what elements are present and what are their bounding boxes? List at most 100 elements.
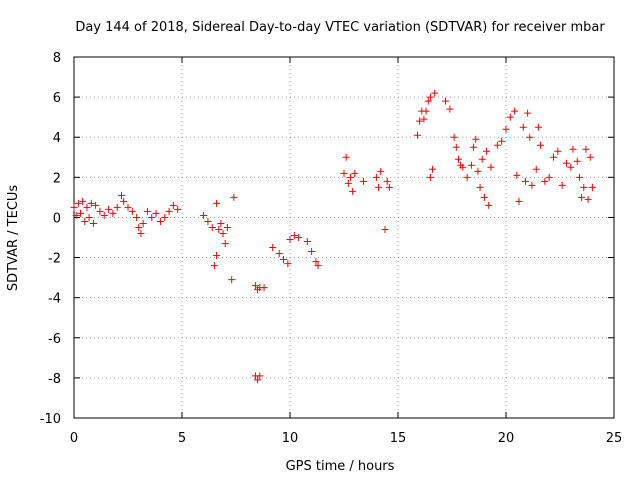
data-point	[89, 219, 97, 227]
data-point	[541, 177, 549, 185]
x-tick-label: 15	[390, 431, 407, 446]
data-point	[74, 199, 82, 207]
data-point	[213, 252, 221, 260]
data-point	[165, 207, 173, 215]
data-points	[70, 89, 596, 384]
data-point	[260, 284, 268, 292]
data-point	[452, 143, 460, 151]
data-point	[135, 223, 143, 231]
data-point	[351, 169, 359, 177]
data-point	[573, 157, 581, 165]
data-point	[545, 173, 553, 181]
data-point	[476, 183, 484, 191]
data-point	[213, 199, 221, 207]
data-point	[416, 117, 424, 125]
data-point	[550, 153, 558, 161]
data-point	[426, 173, 434, 181]
data-point	[472, 135, 480, 143]
data-point	[426, 93, 434, 101]
data-point	[85, 213, 93, 221]
data-point	[463, 173, 471, 181]
data-point	[493, 141, 501, 149]
data-point	[340, 169, 348, 177]
data-point	[424, 97, 432, 105]
data-point	[70, 203, 78, 211]
data-point	[128, 207, 136, 215]
data-point	[586, 153, 594, 161]
data-point	[584, 195, 592, 203]
chart-title: Day 144 of 2018, Sidereal Day-to-day VTE…	[75, 20, 605, 35]
data-point	[254, 376, 262, 384]
data-point	[381, 225, 389, 233]
data-point	[72, 211, 80, 219]
data-point	[83, 203, 91, 211]
data-point	[204, 217, 212, 225]
data-point	[450, 133, 458, 141]
data-point	[567, 163, 575, 171]
data-point	[120, 197, 128, 205]
data-point	[286, 236, 294, 244]
data-point	[459, 163, 467, 171]
x-tick-label: 5	[178, 431, 186, 446]
y-tick-label: -10	[40, 412, 61, 427]
data-point	[519, 123, 527, 131]
data-point	[511, 107, 519, 115]
data-point	[413, 131, 421, 139]
data-point	[312, 258, 320, 266]
data-point	[105, 205, 113, 213]
data-point	[575, 173, 583, 181]
grid	[74, 57, 614, 418]
data-point	[251, 282, 259, 290]
data-point	[109, 209, 117, 217]
data-point	[208, 223, 216, 231]
data-point	[470, 143, 478, 151]
data-point	[372, 173, 380, 181]
data-point	[383, 177, 391, 185]
data-point	[526, 133, 534, 141]
data-point	[582, 145, 590, 153]
data-point	[580, 183, 588, 191]
data-point	[143, 207, 151, 215]
data-point	[137, 229, 145, 237]
data-point	[558, 181, 566, 189]
data-point	[375, 183, 383, 191]
data-point	[217, 219, 225, 227]
data-point	[256, 372, 264, 380]
data-point	[346, 173, 354, 181]
data-point	[431, 89, 439, 97]
data-point	[275, 250, 283, 258]
data-point	[228, 276, 236, 284]
data-point	[569, 145, 577, 153]
data-point	[290, 231, 298, 239]
data-point	[487, 163, 495, 171]
data-point	[344, 179, 352, 187]
data-point	[554, 147, 562, 155]
data-point	[200, 211, 208, 219]
data-point	[174, 205, 182, 213]
x-tick-label: 10	[282, 431, 299, 446]
y-tick-label: 0	[53, 211, 61, 226]
data-point	[385, 183, 393, 191]
x-tick-label: 25	[606, 431, 623, 446]
data-point	[96, 207, 104, 215]
data-point	[478, 155, 486, 163]
data-point	[513, 171, 521, 179]
data-point	[532, 165, 540, 173]
data-point	[81, 217, 89, 225]
data-point	[139, 219, 147, 227]
data-point	[420, 115, 428, 123]
data-point	[342, 153, 350, 161]
data-point	[498, 137, 506, 145]
data-point	[169, 201, 177, 209]
data-point	[534, 123, 542, 131]
data-point	[377, 167, 385, 175]
data-point	[156, 217, 164, 225]
axis-ticks: 0 5 10 15 20 25 -10 -8 -6 -4 -2 0 2 4 6 8	[40, 51, 623, 446]
data-point	[230, 193, 238, 201]
data-point	[485, 201, 493, 209]
y-tick-label: -8	[48, 372, 61, 387]
plot-frame	[73, 56, 615, 419]
data-point	[284, 260, 292, 268]
data-point	[515, 197, 523, 205]
